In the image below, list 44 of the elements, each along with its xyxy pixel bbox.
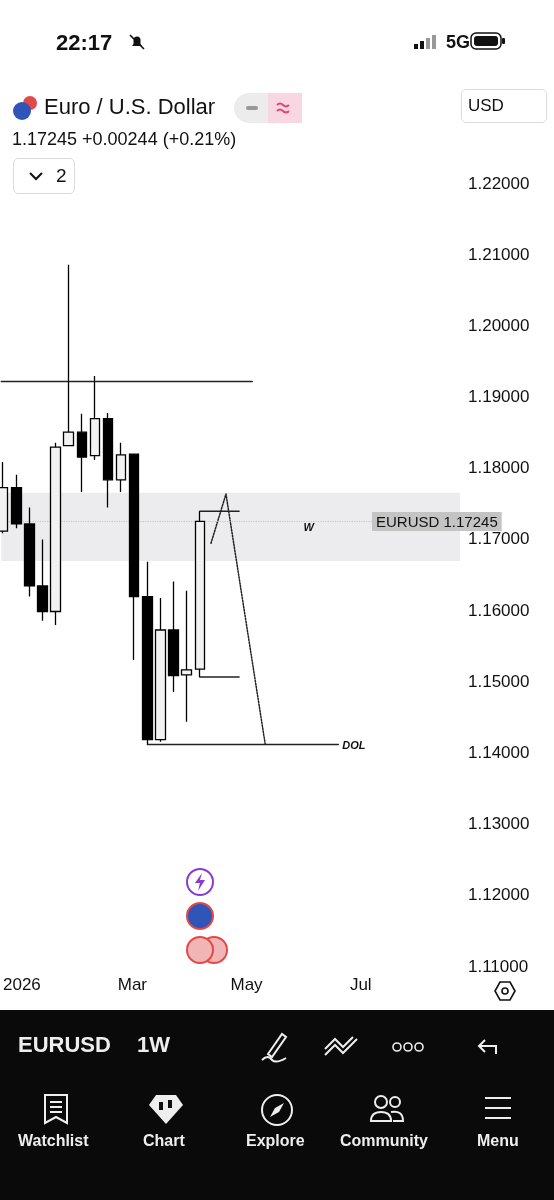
text: EURUSD <box>18 1032 111 1058</box>
candlestick <box>180 590 193 723</box>
y-tick-label: 1.22000 <box>468 173 530 193</box>
y-tick-label: 1.16000 <box>468 600 530 620</box>
text: 22:17 <box>56 30 113 56</box>
text: USD <box>468 96 504 116</box>
y-tick-label: 1.17000 <box>468 529 530 549</box>
y-tick-label: 1.12000 <box>468 885 530 905</box>
y-tick-label: 1.14000 <box>468 742 530 762</box>
y-tick-label: 1.11000 <box>468 956 529 976</box>
y-tick-label: 1.15000 <box>468 671 530 691</box>
candlestick <box>141 561 154 745</box>
candlestick <box>102 412 114 509</box>
annotation: 2 <box>56 165 67 187</box>
y-tick-label: 1.18000 <box>468 458 530 478</box>
candlestick <box>76 412 88 493</box>
y-tick-label: 1.13000 <box>468 814 530 834</box>
text: Menu <box>477 1132 519 1150</box>
chart-title: Euro / U.S. Dollar <box>44 94 216 120</box>
candlestick <box>23 506 36 598</box>
text: Watchlist <box>18 1132 89 1150</box>
text: Explore <box>246 1132 305 1150</box>
y-tick-label: 1.19000 <box>468 387 530 407</box>
text: Chart <box>143 1132 185 1150</box>
candlestick <box>154 597 167 743</box>
text: Community <box>340 1132 428 1150</box>
candlestick <box>62 264 75 447</box>
text: 5G <box>446 32 471 53</box>
candlestick <box>89 375 101 461</box>
candlestick <box>10 474 23 529</box>
series-label: DOL <box>342 738 366 751</box>
chart-subtitle: 1.17245 +0.00244 (+0.21%) <box>12 129 237 150</box>
candlestick <box>128 453 140 661</box>
x-tick-label: Jul <box>349 975 372 994</box>
candlestick <box>36 538 49 622</box>
x-tick-label: May <box>230 975 264 994</box>
text: 1W <box>137 1032 170 1058</box>
x-tick-label: Mar <box>117 975 148 994</box>
candlestick <box>167 580 180 693</box>
band-label: W <box>303 520 316 533</box>
ref-line-label: EURUSD 1.17245 <box>376 512 498 530</box>
y-tick-label: 1.20000 <box>468 315 530 335</box>
y-tick-label: 1.21000 <box>468 244 530 264</box>
x-tick-label: 2026 <box>3 975 41 994</box>
